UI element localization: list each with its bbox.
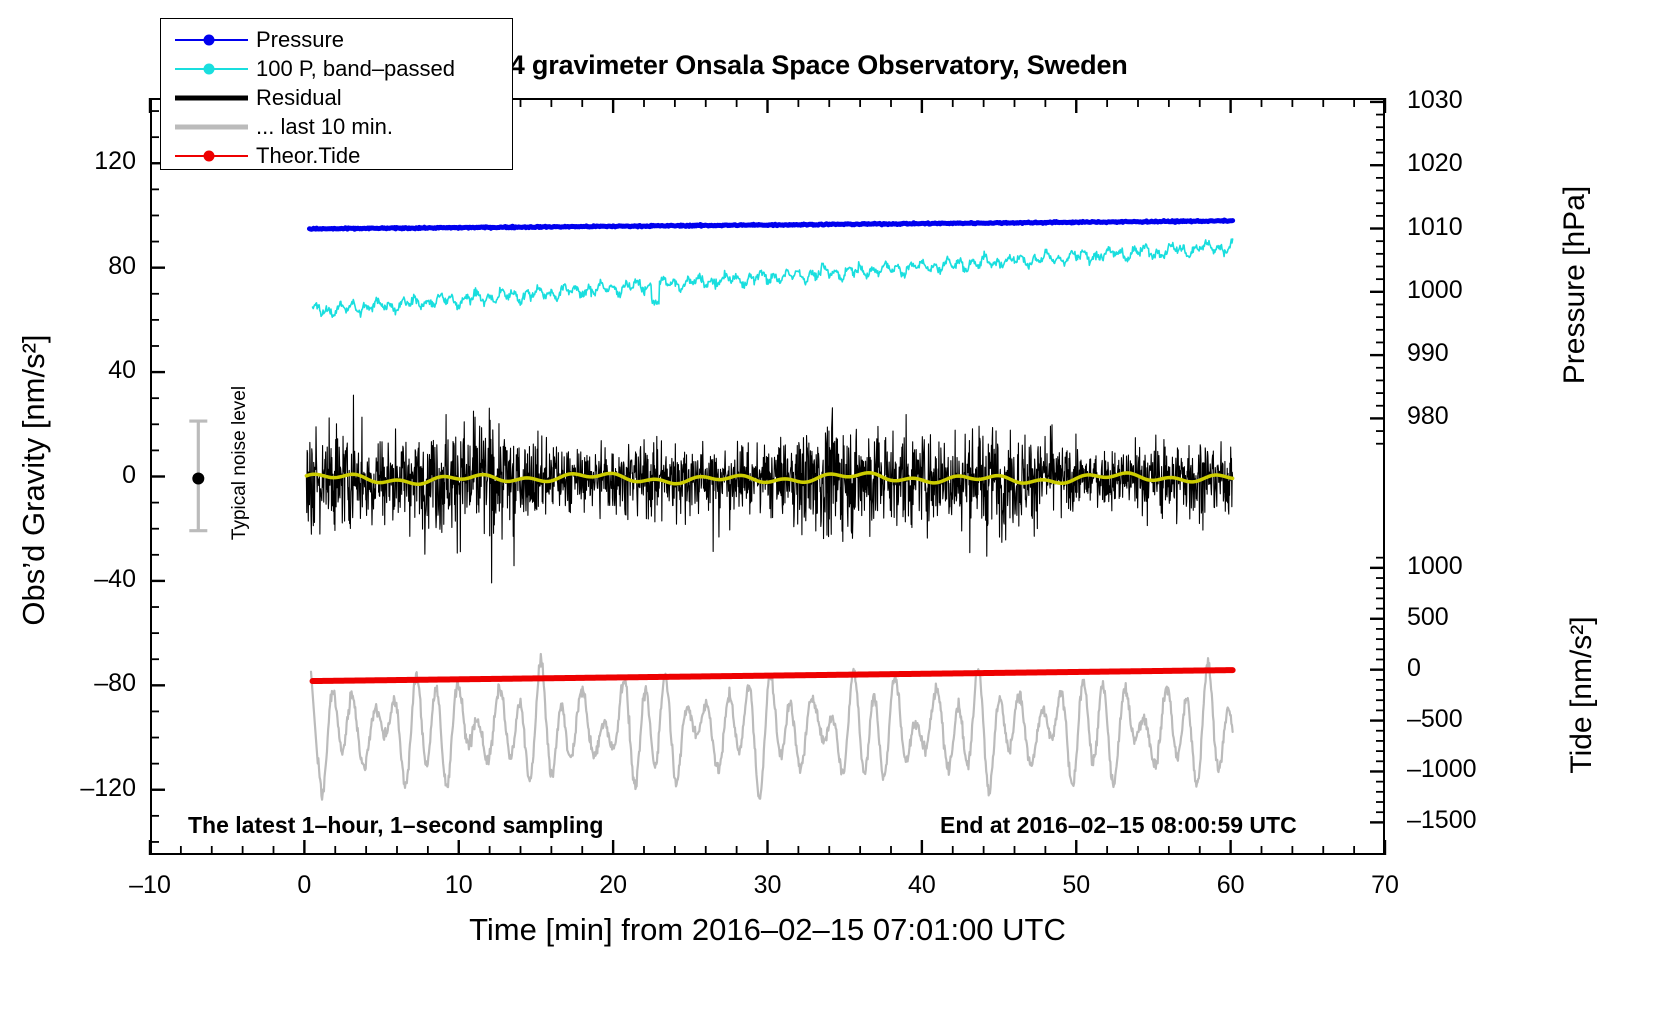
legend-item[interactable]: 100 P, band–passed <box>161 54 512 83</box>
y-axis-left-title: Obs’d Gravity [nm/s²] <box>16 334 51 626</box>
legend: Pressure 100 P, band–passed Residual ... la… <box>160 18 513 170</box>
tick-label: 20 <box>599 871 628 899</box>
chart-title: SCG_054 gravimeter Onsala Space Observat… <box>407 50 1128 80</box>
legend-item[interactable]: Pressure <box>161 25 512 54</box>
tick-label: –10 <box>129 871 171 899</box>
tick-label: –500 <box>1407 704 1463 733</box>
legend-item-label: ... last 10 min. <box>256 113 393 139</box>
typical-noise-level-label: Typical noise level <box>229 385 250 541</box>
legend-item[interactable]: Theor.Tide <box>161 141 512 170</box>
tick-label: 0 <box>1407 653 1421 682</box>
tick-label: 10 <box>444 871 473 899</box>
legend-item[interactable]: ... last 10 min. <box>161 112 512 141</box>
tick-label: 1000 <box>1407 551 1463 580</box>
tick-label: 1030 <box>1407 85 1463 114</box>
legend-item-label: Pressure <box>256 26 345 52</box>
tick-label: 980 <box>1407 402 1449 431</box>
tick-label: 1000 <box>1407 275 1463 304</box>
legend-swatch-icon <box>161 25 256 54</box>
tick-label: 120 <box>94 147 136 176</box>
tick-label: 990 <box>1407 339 1449 368</box>
legend-swatch-icon <box>161 83 256 112</box>
tick-label: –120 <box>80 773 136 802</box>
tick-label: 60 <box>1216 871 1245 899</box>
legend-item-label: Theor.Tide <box>256 142 361 168</box>
legend-item-label: Residual <box>256 84 342 110</box>
data-traces <box>189 217 1236 801</box>
tick-label: 0 <box>297 871 312 899</box>
y-axis-tide-title: Tide [nm/s²] <box>1565 616 1598 774</box>
legend-swatch-icon <box>161 141 256 170</box>
tick-label: –1000 <box>1407 755 1477 784</box>
tick-label: –80 <box>94 669 136 698</box>
tick-label: 0 <box>122 460 136 489</box>
typical-noise-level-errorbar <box>189 419 208 533</box>
tick-label: 50 <box>1062 871 1091 899</box>
sampling-note: The latest 1–hour, 1–second sampling <box>188 812 604 838</box>
x-axis-title: Time [min] from 2016–02–15 07:01:00 UTC <box>469 912 1066 947</box>
trace-band-passed <box>311 238 1234 318</box>
legend-swatch-icon <box>161 54 256 83</box>
legend-item[interactable]: Residual <box>161 83 512 112</box>
legend-item-label: 100 P, band–passed <box>256 55 455 81</box>
tick-label: 70 <box>1371 871 1399 899</box>
tick-label: 40 <box>108 356 136 385</box>
end-time-note: End at 2016–02–15 08:00:59 UTC <box>940 812 1297 838</box>
y-axis-pressure-title: Pressure [hPa] <box>1558 185 1591 385</box>
tick-label: 40 <box>907 871 936 899</box>
trace-residual-smoothed <box>304 471 1235 486</box>
legend-swatch-icon <box>161 112 256 141</box>
tick-label: 1010 <box>1407 212 1463 241</box>
tick-label: 500 <box>1407 602 1449 631</box>
trace-theor-tide <box>309 667 1236 685</box>
tick-label: 30 <box>753 871 782 899</box>
tick-label: 80 <box>108 251 136 280</box>
tick-label: –1500 <box>1407 806 1477 835</box>
plot-area <box>150 98 1385 855</box>
tick-label: –40 <box>94 564 136 593</box>
tick-label: 1020 <box>1407 149 1463 178</box>
trace-pressure <box>306 217 1236 232</box>
